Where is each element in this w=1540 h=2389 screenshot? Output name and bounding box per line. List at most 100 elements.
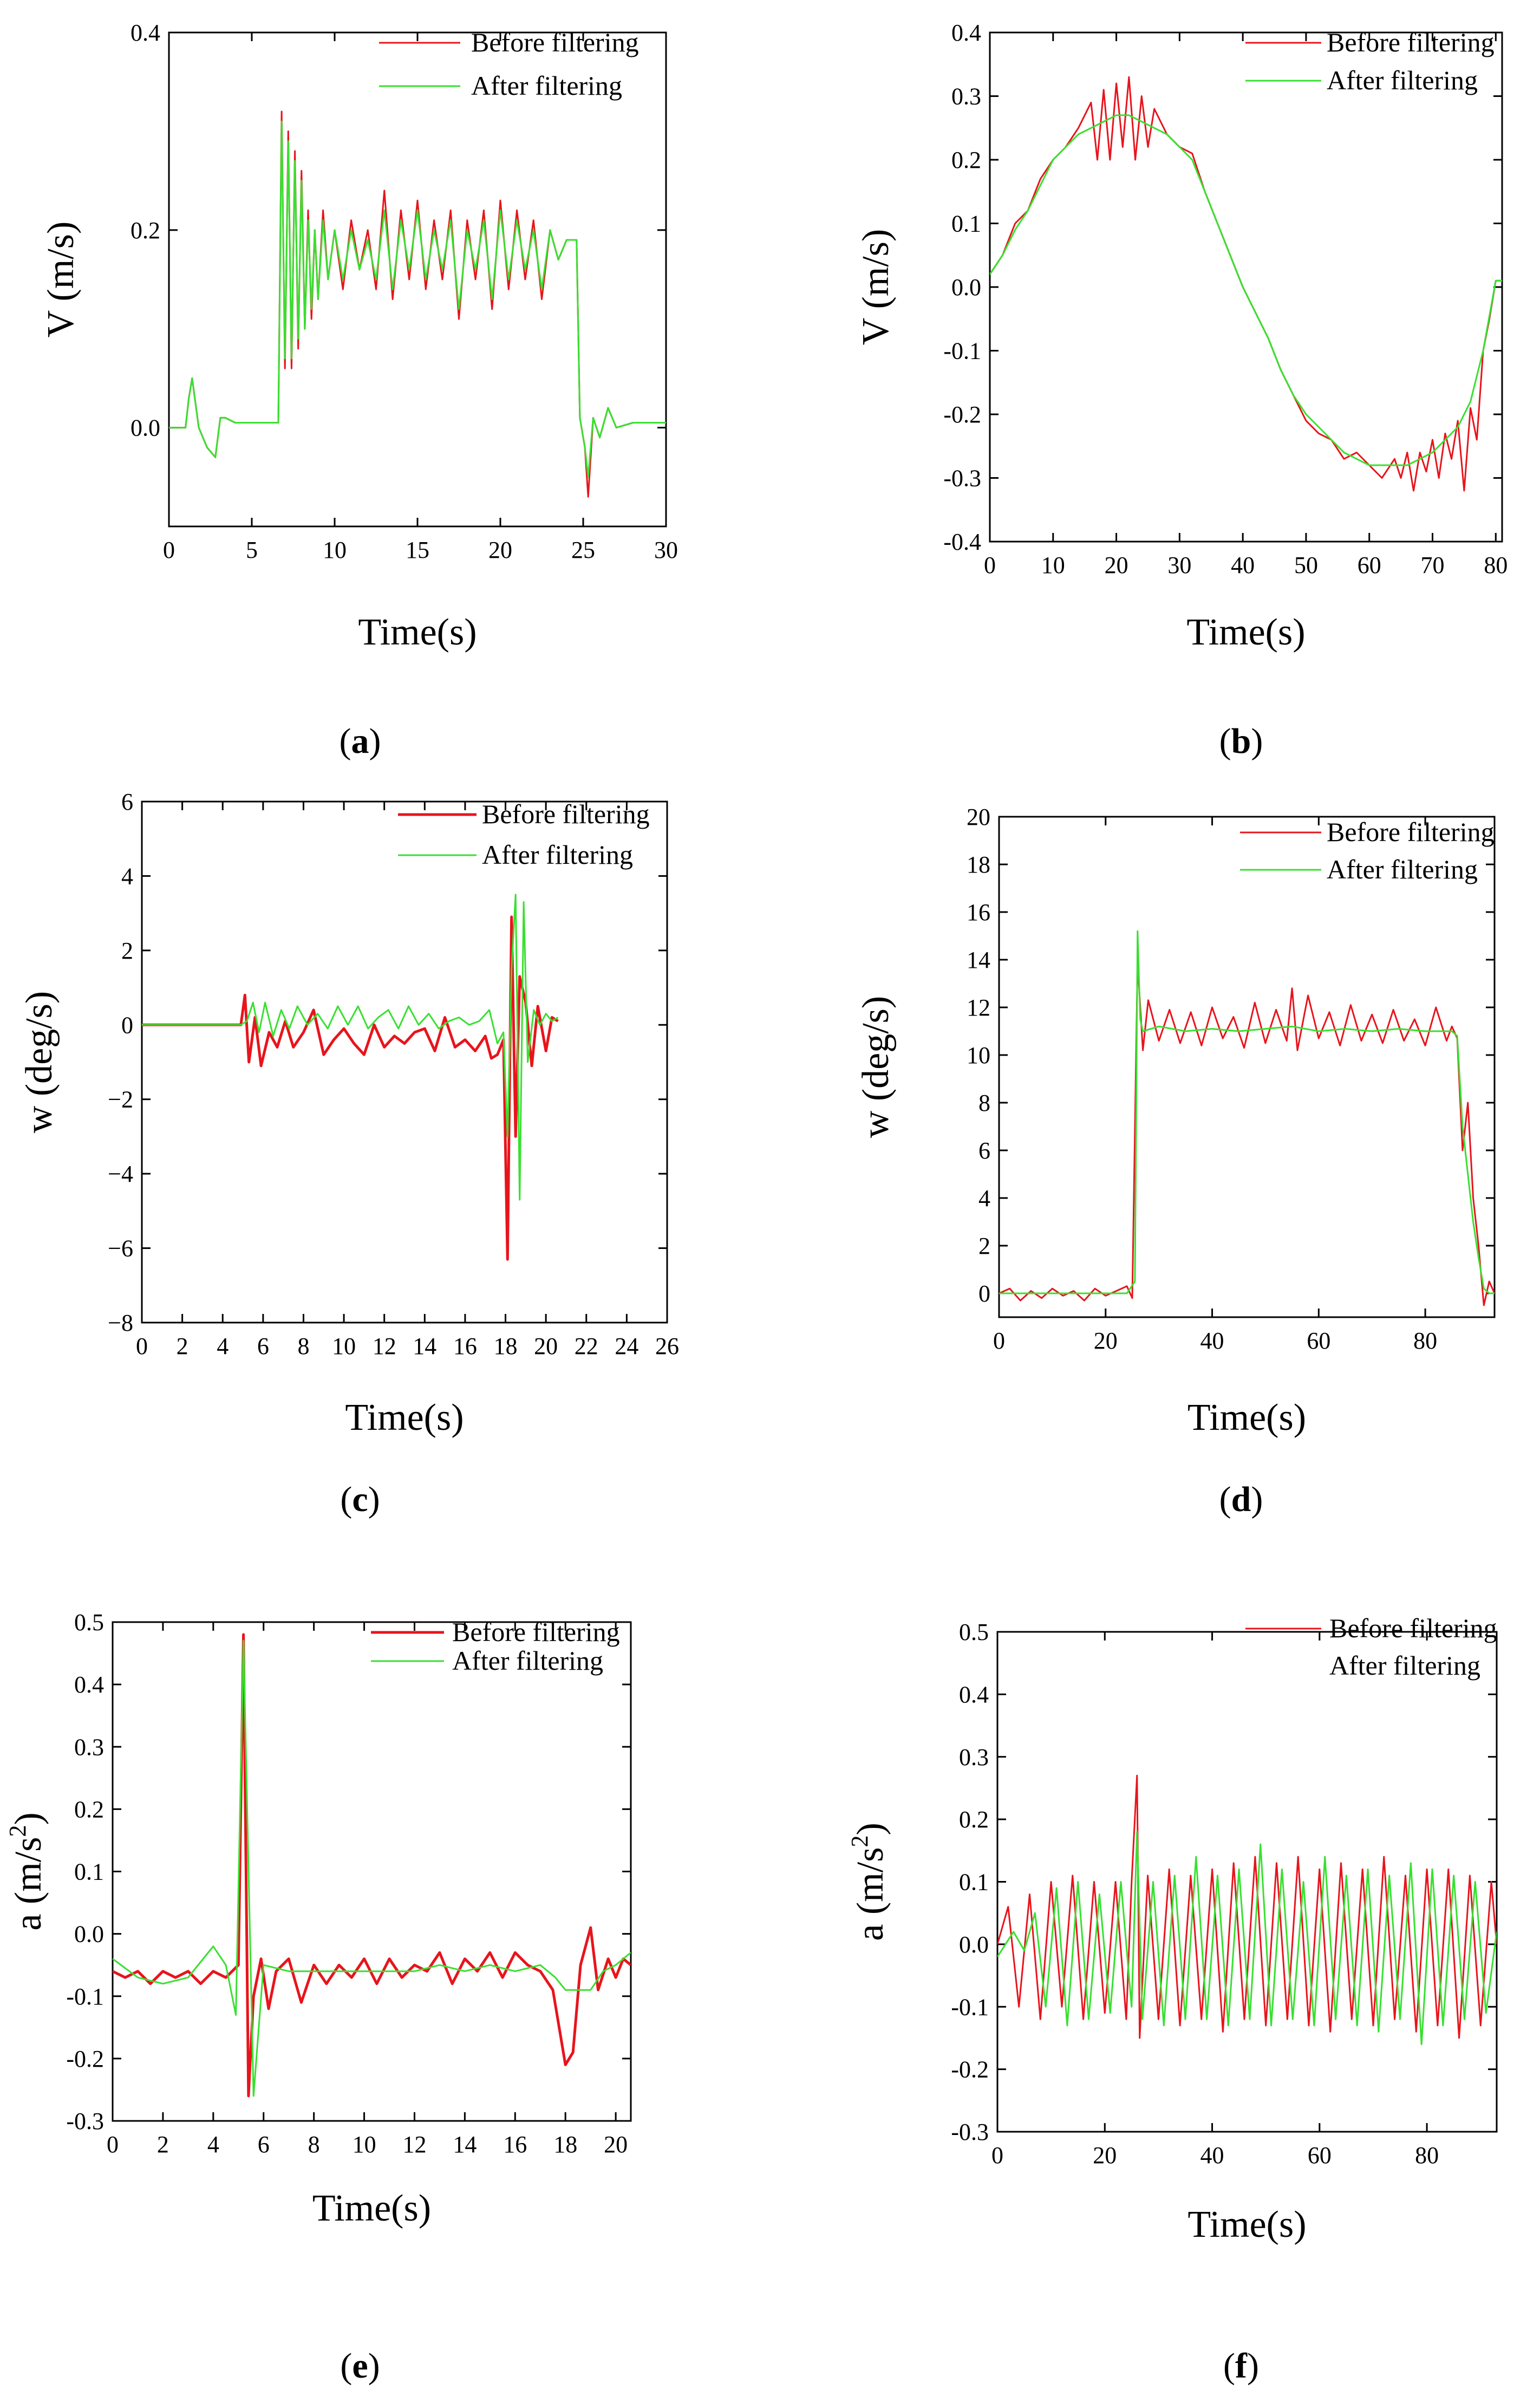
y-tick-label: 0.3 (951, 83, 981, 110)
y-tick-label: -0.1 (951, 1994, 989, 2020)
x-tick-label: 10 (353, 2131, 376, 2158)
legend-label-before: Before filtering (452, 1617, 620, 1647)
caption-letter: e (352, 2346, 368, 2386)
y-axis-label-text: V (m/s) (40, 222, 82, 338)
x-tick-label: 10 (332, 1333, 356, 1359)
chart-panel-a: 0 5 10 15 20 25 30 0.0 0.2 0.4 Before filtering Aft… (40, 19, 678, 761)
caption-open-paren: ( (340, 721, 351, 761)
x-tick-label: 10 (323, 537, 347, 563)
y-tick-label: 0.2 (959, 1806, 989, 1833)
x-tick-label: 0 (991, 2142, 1003, 2169)
plot-frame (998, 816, 1496, 1318)
caption-close-paren: ) (1247, 2346, 1259, 2386)
y-tick-label: 0.2 (130, 217, 160, 244)
y-axis-label: w (deg/s) (18, 991, 60, 1133)
legend-label-after: After filtering (1329, 1650, 1480, 1681)
x-tick-label: 20 (1105, 552, 1128, 578)
x-tick-label: 20 (1094, 1327, 1118, 1354)
y-tick-label: 20 (967, 804, 990, 830)
x-tick-label: 12 (402, 2131, 426, 2158)
legend-label-after: After filtering (1327, 65, 1478, 95)
x-tick-label: 6 (258, 2131, 270, 2158)
x-tick-label: 20 (534, 1333, 558, 1359)
x-tick-label: 16 (453, 1333, 477, 1359)
x-tick-label: 12 (373, 1333, 396, 1359)
y-axis-label: V (m/s) (855, 229, 897, 346)
x-tick-label: 24 (615, 1333, 638, 1359)
y-axis-label-text: V (m/s) (855, 229, 897, 346)
y-tick-label: -0.3 (951, 2119, 989, 2145)
y-tick-label: 14 (967, 947, 990, 973)
y-tick-label: 0.2 (74, 1796, 104, 1822)
y-axis-label-text: a (m/s (8, 1837, 49, 1931)
caption-letter: d (1231, 1480, 1251, 1519)
y-tick-label: 0 (978, 1280, 990, 1307)
caption-close-paren: ) (369, 721, 381, 761)
y-axis-label-text: w (deg/s) (855, 996, 897, 1138)
plot-frame (989, 31, 1503, 543)
y-tick-label: −2 (108, 1086, 133, 1113)
x-axis-label: Time(s) (312, 2188, 431, 2229)
x-tick-label: 6 (257, 1333, 269, 1359)
x-axis-label: Time(s) (345, 1397, 464, 1438)
series-before-filtering-line (113, 1633, 631, 2098)
y-tick-label: 0.0 (951, 274, 981, 301)
caption-open-paren: ( (340, 2346, 352, 2386)
y-tick-label: 0.0 (74, 1921, 104, 1948)
y-tick-label: 4 (978, 1185, 990, 1212)
panel-caption: (b) (1219, 721, 1263, 761)
legend-label-before: Before filtering (1329, 1613, 1497, 1643)
y-axis-label-text: a (m/s (850, 1847, 891, 1941)
x-tick-label: 60 (1307, 1327, 1330, 1354)
x-tick-label: 80 (1484, 552, 1508, 578)
caption-letter: f (1235, 2346, 1248, 2386)
y-tick-label: -0.2 (951, 2056, 989, 2083)
caption-open-paren: ( (1223, 2346, 1235, 2386)
x-tick-label: 16 (503, 2131, 527, 2158)
y-tick-label: 0.5 (74, 1609, 104, 1636)
caption-close-paren: ) (1251, 721, 1263, 761)
x-tick-label: 14 (453, 2131, 477, 2158)
caption-open-paren: ( (340, 1480, 352, 1519)
x-tick-label: 20 (1093, 2142, 1117, 2169)
caption-open-paren: ( (1219, 721, 1231, 761)
x-tick-label: 80 (1413, 1327, 1437, 1354)
x-tick-label: 5 (246, 537, 258, 563)
y-tick-label: 0.4 (74, 1671, 104, 1698)
series-after-filtering-line (999, 930, 1495, 1294)
caption-letter: c (352, 1480, 368, 1519)
y-axis-label-superscript: 2 (4, 1825, 31, 1837)
x-tick-label: 0 (993, 1327, 1005, 1354)
legend-label-after: After filtering (482, 839, 633, 870)
y-tick-label: -0.3 (66, 2108, 104, 2134)
y-tick-label: 0.4 (130, 19, 160, 46)
legend-label-after: After filtering (471, 70, 622, 101)
y-axis-label: a (m/s2) (846, 1822, 891, 1941)
y-tick-label: 18 (967, 851, 990, 878)
x-tick-label: 0 (136, 1333, 148, 1359)
caption-close-paren: ) (368, 2346, 380, 2386)
panel-caption: (c) (340, 1480, 380, 1519)
x-tick-label: 30 (1167, 552, 1191, 578)
x-tick-label: 2 (157, 2131, 169, 2158)
x-tick-label: 18 (553, 2131, 577, 2158)
y-tick-label: -0.2 (66, 2046, 104, 2072)
y-tick-label: 0.5 (959, 1619, 989, 1645)
legend-label-after: After filtering (1327, 854, 1478, 884)
y-axis-label-superscript: 2 (846, 1835, 873, 1847)
y-tick-label: 10 (967, 1042, 990, 1069)
legend-label-after: After filtering (452, 1645, 603, 1676)
y-tick-label: 0.0 (130, 415, 160, 441)
x-tick-label: 70 (1421, 552, 1445, 578)
legend-label-before: Before filtering (1327, 27, 1495, 57)
y-tick-label: -0.4 (943, 529, 981, 555)
series-after-filtering-line (142, 894, 559, 1201)
x-tick-label: 15 (406, 537, 429, 563)
panel-caption: (d) (1219, 1480, 1263, 1519)
y-tick-label: 2 (121, 938, 133, 964)
y-tick-label: 0 (121, 1012, 133, 1038)
x-tick-label: 0 (163, 537, 175, 563)
y-tick-label: 0.3 (959, 1744, 989, 1770)
